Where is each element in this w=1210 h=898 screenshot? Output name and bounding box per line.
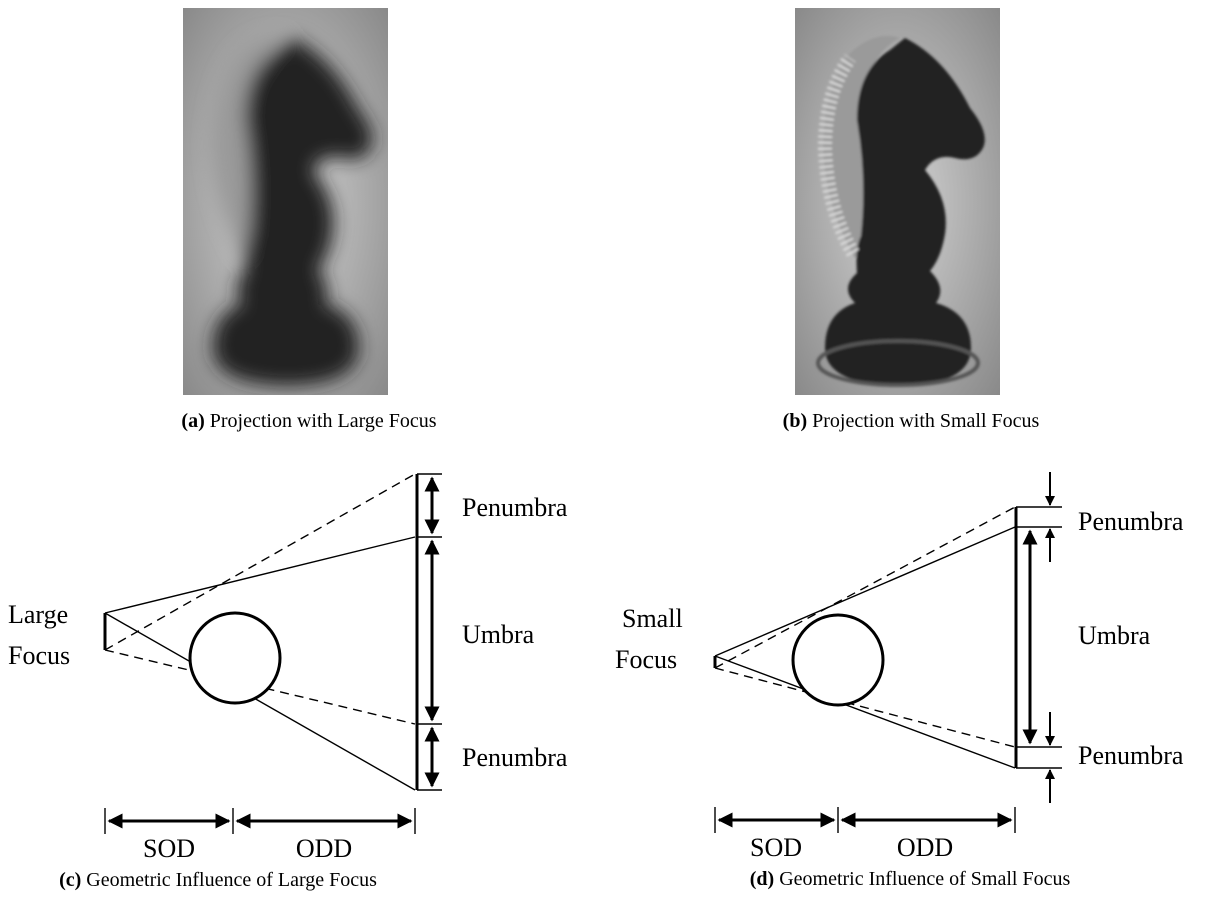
text: (c): [59, 869, 81, 891]
label: SOD: [143, 834, 195, 863]
projection-large-focus: [183, 8, 388, 395]
ray: [105, 537, 415, 613]
label: Penumbra: [462, 743, 568, 772]
text: Projection with Large Focus: [210, 410, 437, 432]
label: Penumbra: [1078, 507, 1184, 536]
label: ODD: [296, 834, 352, 863]
projection-small-focus: [795, 8, 1000, 395]
label: Small: [622, 604, 683, 633]
label: Focus: [615, 645, 677, 674]
text: (b): [783, 410, 807, 432]
diagram-large-focus: Penumbra Umbra Penumbra Large Focus SOD …: [8, 474, 568, 863]
label: ODD: [897, 833, 953, 862]
text: (a): [181, 410, 204, 432]
figure: (a) Projection with Large Focus (b) Proj…: [0, 0, 1210, 898]
text: Geometric Influence of Large Focus: [86, 869, 377, 891]
caption: (c) Geometric Influence of Large Focus: [59, 869, 377, 891]
label: Umbra: [1078, 621, 1151, 650]
text: Geometric Influence of Small Focus: [779, 868, 1070, 890]
caption: (d) Geometric Influence of Small Focus: [750, 868, 1071, 890]
label: SOD: [750, 833, 802, 862]
object: [793, 615, 883, 705]
label: Umbra: [462, 620, 535, 649]
label: Penumbra: [462, 493, 568, 522]
object: [190, 613, 280, 703]
caption: (b) Projection with Small Focus: [783, 410, 1040, 432]
label: Focus: [8, 641, 70, 670]
label: Large: [8, 600, 68, 629]
text: (d): [750, 868, 774, 890]
text: Projection with Small Focus: [812, 410, 1039, 432]
diagram-small-focus: Penumbra Umbra Penumbra Small Focus SOD …: [615, 472, 1184, 862]
label: Penumbra: [1078, 741, 1184, 770]
caption: (a) Projection with Large Focus: [181, 410, 436, 432]
